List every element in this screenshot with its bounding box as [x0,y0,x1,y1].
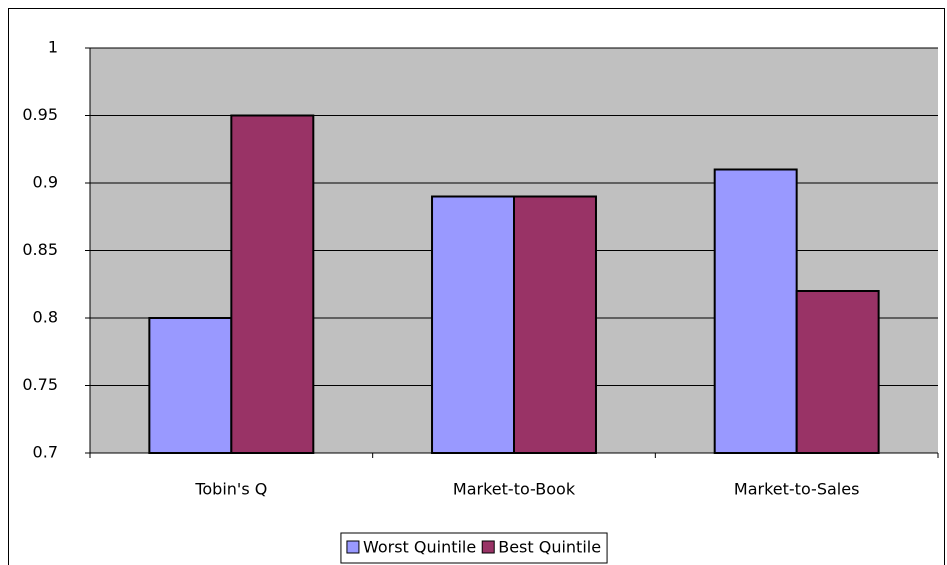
bar [713,168,798,454]
legend-label: Best Quintile [498,538,601,557]
y-tick-label: 0.85 [22,240,58,259]
bar [148,317,233,454]
legend-box [340,532,608,564]
y-tick-label: 0.75 [22,375,58,394]
y-tick-label: 0.9 [33,173,58,192]
y-tick-label: 0.7 [33,443,58,462]
legend-swatch [346,540,360,554]
legend-label: Worst Quintile [363,538,476,557]
x-tick-label: Market-to-Book [453,480,576,499]
legend-swatch [481,540,495,554]
bar [513,195,597,454]
y-tick-label: 1 [48,38,58,57]
x-tick-label: Tobin's Q [194,480,267,499]
y-tick-label: 0.8 [33,308,58,327]
bar [431,195,516,454]
bar [230,114,315,454]
y-tick-label: 0.95 [22,105,58,124]
bar [795,290,880,454]
x-tick-label: Market-to-Sales [734,480,860,499]
